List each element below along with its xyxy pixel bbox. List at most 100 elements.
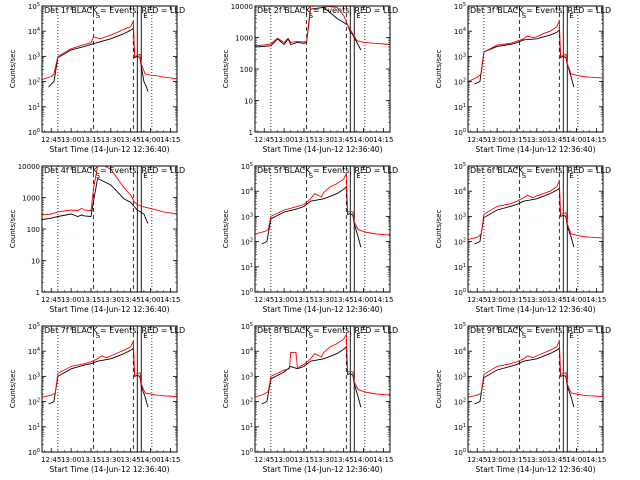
end-marker-label: E [143, 332, 147, 340]
x-tick-label: 13:45 [547, 296, 567, 304]
y-tick-label: 100 [241, 288, 253, 297]
y-tick-label: 104 [241, 187, 253, 196]
y-tick-label: 100 [28, 448, 40, 457]
panel-title: Det 9f BLACK = Events, RED = LLD [470, 326, 611, 335]
end-marker-label: E [569, 332, 573, 340]
end-marker-label: E [569, 172, 573, 180]
series-lld-line [254, 173, 391, 236]
x-tick-label: 14:15 [160, 456, 180, 464]
x-tick-label: 13:00 [487, 136, 507, 144]
end-marker-label: E [143, 12, 147, 20]
x-axis-label: Start Time (14-Jun-12 12:36:40) [263, 465, 383, 474]
x-tick-label: 13:30 [527, 456, 547, 464]
x-tick-label: 14:00 [353, 296, 373, 304]
y-axis-label: Counts/sec [435, 210, 443, 249]
x-tick-label: 13:45 [547, 136, 567, 144]
y-tick-label: 101 [28, 423, 40, 432]
x-tick-label: 12:45 [41, 456, 61, 464]
y-tick-label: 101 [28, 103, 40, 112]
x-tick-label: 14:15 [373, 296, 393, 304]
end-marker-label: E [356, 12, 360, 20]
x-tick-label: 12:45 [41, 296, 61, 304]
plot-frame [41, 165, 178, 293]
y-axis-label: Counts/sec [222, 210, 230, 249]
y-tick-label: 100 [27, 226, 40, 234]
plot-frame [41, 325, 178, 453]
x-tick-label: 13:00 [274, 136, 294, 144]
y-tick-label: 102 [241, 398, 253, 407]
x-tick-label: 13:30 [314, 296, 334, 304]
start-marker-label: S [309, 172, 314, 180]
y-tick-label: 100 [454, 288, 466, 297]
y-tick-label: 101 [241, 423, 253, 432]
plot-frame [254, 325, 391, 453]
series-events-line [41, 177, 149, 224]
y-tick-label: 102 [28, 398, 40, 407]
x-tick-label: 13:45 [547, 456, 567, 464]
y-tick-label: 103 [28, 372, 40, 381]
x-tick-label: 13:15 [81, 296, 101, 304]
x-tick-label: 13:30 [314, 456, 334, 464]
y-tick-label: 101 [454, 103, 466, 112]
y-tick-label: 102 [241, 238, 253, 247]
y-tick-label: 101 [241, 263, 253, 272]
x-tick-label: 14:15 [586, 456, 606, 464]
y-tick-label: 10 [244, 98, 253, 106]
series-lld-line [41, 341, 178, 398]
y-tick-label: 100 [28, 128, 40, 137]
y-tick-label: 105 [28, 322, 40, 331]
y-tick-label: 104 [28, 27, 40, 36]
end-marker-label: E [356, 332, 360, 340]
x-axis-label: Start Time (14-Jun-12 12:36:40) [476, 305, 596, 314]
plot-frame [254, 5, 391, 133]
start-marker-label: S [309, 332, 314, 340]
y-tick-label: 101 [454, 423, 466, 432]
start-marker-label: S [522, 332, 527, 340]
y-tick-label: 105 [454, 162, 466, 171]
x-tick-label: 13:00 [61, 136, 81, 144]
x-tick-label: 13:00 [61, 296, 81, 304]
x-tick-label: 13:15 [81, 456, 101, 464]
x-tick-label: 13:45 [121, 136, 141, 144]
panel-title: Det 1f BLACK = Events, RED = LLD [44, 6, 185, 15]
x-tick-label: 14:15 [373, 456, 393, 464]
x-tick-label: 13:00 [487, 296, 507, 304]
x-tick-label: 14:15 [373, 136, 393, 144]
plot-frame [254, 165, 391, 293]
y-tick-label: 104 [454, 187, 466, 196]
y-tick-label: 10000 [18, 163, 40, 171]
x-tick-label: 12:45 [41, 136, 61, 144]
y-tick-label: 105 [454, 2, 466, 11]
x-tick-label: 13:00 [274, 296, 294, 304]
x-tick-label: 13:15 [81, 136, 101, 144]
y-tick-label: 100 [240, 66, 253, 74]
x-tick-label: 14:15 [586, 296, 606, 304]
end-marker-label: E [356, 172, 360, 180]
x-tick-label: 14:00 [566, 456, 586, 464]
x-tick-label: 13:15 [294, 136, 314, 144]
y-tick-label: 1 [36, 289, 40, 297]
start-marker-label: S [522, 12, 527, 20]
x-tick-label: 14:15 [160, 296, 180, 304]
y-tick-label: 103 [454, 372, 466, 381]
x-tick-label: 13:45 [334, 296, 354, 304]
y-tick-label: 1 [249, 129, 253, 137]
x-tick-label: 13:30 [527, 136, 547, 144]
x-axis-label: Start Time (14-Jun-12 12:36:40) [263, 305, 383, 314]
y-tick-label: 103 [28, 52, 40, 61]
y-axis-label: Counts/sec [9, 370, 17, 409]
start-marker-label: S [309, 12, 314, 20]
y-tick-label: 105 [241, 322, 253, 331]
x-tick-label: 14:15 [586, 136, 606, 144]
x-axis-label: Start Time (14-Jun-12 12:36:40) [50, 465, 170, 474]
x-tick-label: 13:00 [61, 456, 81, 464]
x-tick-label: 13:15 [507, 296, 527, 304]
series-lld-line [41, 21, 178, 81]
y-tick-label: 104 [28, 347, 40, 356]
x-tick-label: 14:00 [140, 456, 160, 464]
